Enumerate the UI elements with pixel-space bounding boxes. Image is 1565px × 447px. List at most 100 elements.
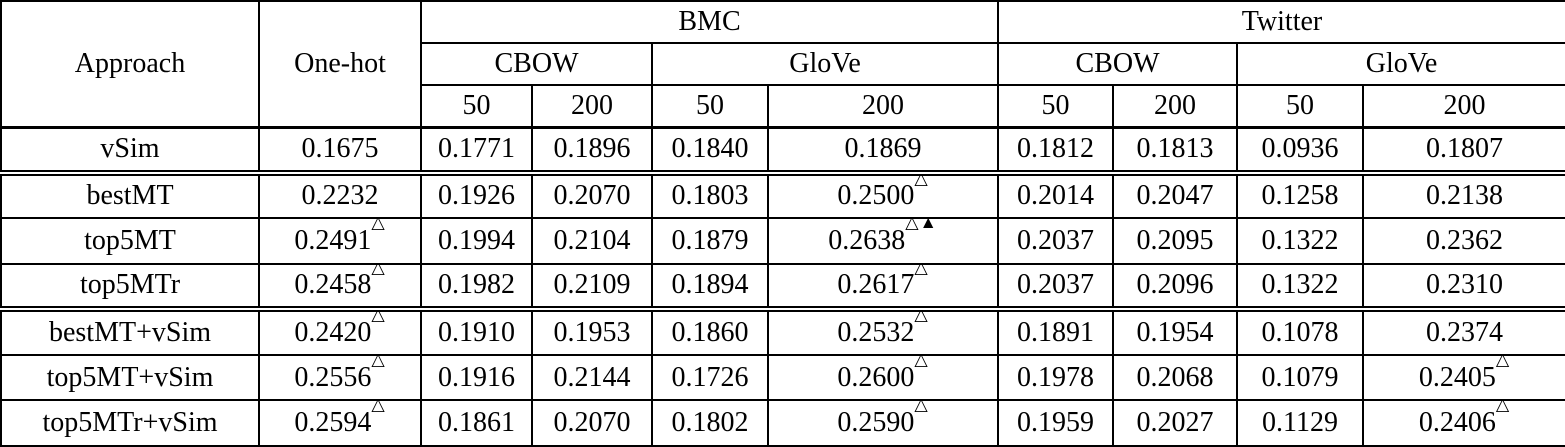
value-cell: 0.1078: [1236, 306, 1364, 356]
table-row: top5MTr 0.2458△ 0.1982 0.2109 0.1894 0.2617△ 0…: [0, 262, 1565, 311]
col-dim: 200: [1112, 84, 1238, 128]
value-cell: 0.1258: [1236, 169, 1364, 220]
row-label: vSim: [0, 125, 260, 174]
table-row: top5MT 0.2491△ 0.1994 0.2104 0.1879 0.2638△▲ 0…: [0, 217, 1565, 265]
value-cell: 0.1894: [651, 262, 769, 311]
value-cell: 0.1813: [1112, 125, 1238, 174]
value-cell: 0.2144: [531, 353, 653, 402]
col-dim: 200: [767, 84, 999, 128]
value-cell: 0.2532△: [767, 306, 999, 356]
significance-marker-icon: △: [914, 354, 929, 369]
value-cell: 0.1802: [651, 399, 769, 447]
value-cell: 0.1959: [997, 399, 1114, 447]
value-cell: 0.1812: [997, 125, 1114, 174]
col-dim: 200: [531, 84, 653, 128]
value-cell: 0.2491△: [258, 217, 422, 265]
value-cell: 0.1982: [420, 262, 533, 311]
col-subgroup-twitter-glove: GloVe: [1235, 42, 1565, 86]
value-cell: 0.1322: [1236, 217, 1364, 265]
value-cell: 0.1916: [420, 353, 533, 402]
significance-marker-icon: △▲: [905, 218, 938, 233]
row-label: top5MT+vSim: [0, 353, 260, 402]
value-cell: 0.1994: [420, 217, 533, 265]
value-cell: 0.2037: [997, 262, 1114, 311]
value-cell: 0.2138: [1361, 169, 1565, 220]
table-row: top5MT+vSim 0.2556△ 0.1916 0.2144 0.1726 0.26…: [0, 353, 1565, 402]
significance-marker-icon: △: [371, 263, 386, 277]
row-label: top5MTr+vSim: [0, 399, 260, 447]
value-cell: 0.1807: [1361, 125, 1565, 174]
value-cell: 0.2420△: [258, 306, 422, 356]
table-row: top5MTr+vSim 0.2594△ 0.1861 0.2070 0.1802 0.2…: [0, 399, 1565, 447]
value-cell: 0.1129: [1236, 399, 1364, 447]
value-cell: 0.2556△: [258, 353, 422, 402]
row-label: bestMT: [0, 169, 260, 220]
significance-marker-icon: △: [914, 172, 929, 188]
value-cell: 0.2406△: [1361, 399, 1565, 447]
value-cell: 0.2014: [997, 169, 1114, 220]
significance-marker-icon: △: [914, 263, 929, 277]
col-dim: 50: [420, 84, 533, 128]
table-row: bestMT 0.2232 0.1926 0.2070 0.1803 0.2500△ 0.2…: [0, 169, 1565, 220]
value-cell: 0.2070: [531, 399, 653, 447]
header-row-embedding: CBOW GloVe CBOW GloVe: [1, 42, 1565, 86]
significance-marker-icon: △: [371, 354, 386, 369]
col-header-onehot: One-hot: [258, 0, 422, 128]
value-cell: 0.2232: [258, 169, 422, 220]
value-cell: 0.1896: [531, 125, 653, 174]
value-cell: 0.1860: [651, 306, 769, 356]
row-label: bestMT+vSim: [0, 306, 260, 356]
col-header-approach: Approach: [0, 0, 260, 128]
value-cell: 0.2405△: [1361, 353, 1565, 402]
value-cell: 0.1322: [1236, 262, 1364, 311]
value-cell: 0.2638△▲: [767, 217, 999, 265]
row-label: top5MT: [0, 217, 260, 265]
value-cell: 0.2458△: [258, 262, 422, 311]
significance-marker-icon: △: [1495, 400, 1511, 415]
value-cell: 0.2047: [1112, 169, 1238, 220]
col-subgroup-bmc-glove: GloVe: [651, 42, 999, 86]
value-cell: 0.1079: [1236, 353, 1364, 402]
value-cell: 0.2037: [997, 217, 1114, 265]
col-subgroup-twitter-cbow: CBOW: [997, 42, 1238, 86]
value-cell: 0.2096: [1112, 262, 1238, 311]
value-cell: 0.1869: [767, 125, 999, 174]
table-row: bestMT+vSim 0.2420△ 0.1910 0.1953 0.1860 0.25…: [0, 306, 1565, 356]
value-cell: 0.2362: [1361, 217, 1565, 265]
value-cell: 0.1954: [1112, 306, 1238, 356]
value-cell: 0.2095: [1112, 217, 1238, 265]
header-row-top: Approach One-hot BMC Twitter: [0, 0, 1565, 128]
col-dim: 200: [1361, 84, 1565, 128]
value-cell: 0.1891: [997, 306, 1114, 356]
value-cell: 0.2109: [531, 262, 653, 311]
significance-marker-icon: △: [914, 400, 929, 415]
value-cell: 0.1840: [651, 125, 769, 174]
col-subgroup-bmc-cbow: CBOW: [420, 42, 653, 86]
significance-marker-icon: △: [371, 309, 386, 325]
value-cell: 0.2594△: [258, 399, 422, 447]
value-cell: 0.1803: [651, 169, 769, 220]
significance-marker-icon: △: [371, 218, 386, 233]
col-group-bmc: BMC: [420, 0, 999, 44]
value-cell: 0.1910: [420, 306, 533, 356]
value-cell: 0.2617△: [767, 262, 999, 311]
value-cell: 0.2600△: [767, 353, 999, 402]
value-cell: 0.1879: [651, 217, 769, 265]
header-row-dims: 50 200 50 200 50 200 50 200: [1, 84, 1565, 128]
col-dim: 50: [1236, 84, 1364, 128]
col-dim: 50: [651, 84, 769, 128]
value-cell: 0.1675: [258, 125, 422, 174]
significance-marker-icon: △: [914, 309, 929, 325]
value-cell: 0.2027: [1112, 399, 1238, 447]
table-header: Approach One-hot BMC Twitter CBOW GloVe …: [0, 0, 1565, 128]
value-cell: 0.1926: [420, 169, 533, 220]
significance-marker-icon: △: [371, 400, 386, 415]
table-body: vSim 0.1675 0.1771 0.1896 0.1840 0.1869 0.1812…: [0, 125, 1565, 447]
value-cell: 0.2104: [531, 217, 653, 265]
value-cell: 0.2374: [1361, 306, 1565, 356]
value-cell: 0.2070: [531, 169, 653, 220]
value-cell: 0.1771: [420, 125, 533, 174]
significance-marker-icon: △: [1495, 354, 1511, 369]
